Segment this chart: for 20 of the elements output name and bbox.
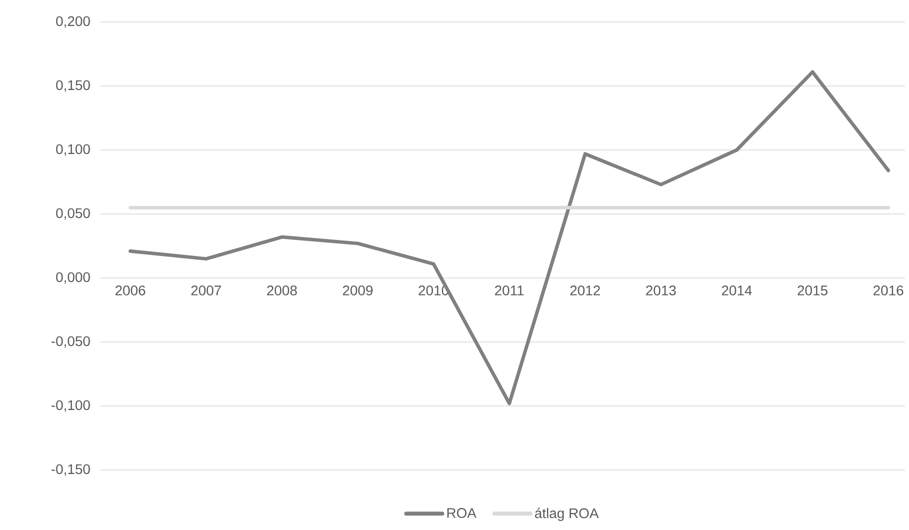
x-tick-label: 2016 — [874, 286, 904, 296]
x-tick-label: 2013 — [646, 286, 676, 296]
y-tick-label: -0,050 — [52, 336, 90, 348]
legend-label: ROA — [447, 508, 476, 518]
x-tick-label: 2007 — [191, 286, 221, 296]
legend-label: átlag ROA — [535, 508, 599, 521]
x-tick-label: 2014 — [722, 286, 752, 296]
y-tick-label: 0,050 — [56, 208, 90, 220]
y-tick-label: -0,100 — [52, 400, 90, 412]
y-tick-label: 0,150 — [56, 80, 90, 92]
x-tick-label: 2008 — [267, 286, 297, 296]
x-tick-label: 2012 — [570, 286, 600, 296]
x-tick-label: 2011 — [495, 286, 524, 296]
x-tick-label: 2015 — [798, 286, 828, 296]
y-tick-label: -0,150 — [52, 464, 90, 476]
x-tick-label: 2006 — [116, 286, 146, 296]
y-tick-label: 0,100 — [56, 144, 90, 156]
x-tick-label: 2009 — [342, 286, 373, 296]
y-tick-label: 0,200 — [56, 16, 90, 28]
y-tick-label: 0,000 — [56, 272, 90, 284]
